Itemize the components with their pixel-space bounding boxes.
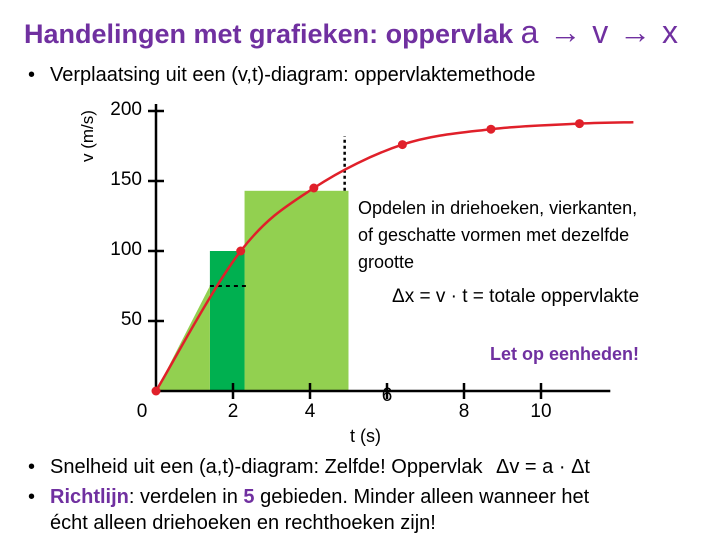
bullet-vt-text: Verplaatsing uit een (v,t)-diagram: oppe… (50, 64, 536, 86)
x-tick-label: 10 (530, 401, 552, 422)
data-point (397, 140, 407, 150)
title-text: Handelingen met grafieken: oppervlak (24, 19, 514, 49)
x-tick-label: 0 (136, 401, 148, 422)
area-formula: Δx = v · t = totale oppervlakte (392, 286, 640, 307)
x-tick-label: 6 (381, 385, 393, 406)
bullet-icon: • (28, 64, 36, 86)
x-axis-label: t (s) (350, 426, 381, 446)
units-warning: Let op eenheden! (490, 344, 640, 364)
data-point (236, 246, 246, 256)
y-tick-label: 200 (110, 99, 142, 120)
y-tick-label: 150 (110, 169, 142, 190)
bullet-at-text: Snelheid uit een (a,t)-diagram: Zelfde! … (50, 456, 483, 478)
data-point (309, 183, 319, 193)
bullet-at-formula: Δv = a · Δt (496, 456, 590, 478)
annotation-line: grootte (358, 252, 415, 272)
y-tick-label: 50 (120, 309, 142, 330)
annotation-text: Opdelen in driehoeken, vierkanten, of ge… (358, 195, 637, 276)
bullet-icon: • (28, 456, 36, 478)
x-tick-label: 8 (458, 401, 470, 422)
data-point (575, 119, 584, 129)
area-rect-dark (209, 251, 245, 391)
annotation-line: Opdelen in driehoeken, vierkanten, (358, 198, 638, 218)
axes (148, 104, 611, 399)
area-triangle (156, 286, 210, 391)
bullet-vt: • Verplaatsing uit een (v,t)-diagram: opp… (28, 64, 535, 87)
area-regions (156, 136, 349, 391)
curve-marks (151, 119, 634, 396)
title-chain: a → v → x (520, 14, 679, 50)
bullet-guideline: • Richtlijn: verdelen in 5 gebieden. Mind… (28, 486, 589, 509)
velocity-curve (154, 120, 634, 392)
annotation-line: of geschatte vormen met dezelfde (358, 225, 630, 245)
guideline-rest: gebieden. Minder alleen wanneer het (254, 486, 590, 508)
slide-title: Handelingen met grafieken: oppervlak a →… (24, 14, 679, 51)
y-tick-label: 100 (110, 239, 142, 260)
bullet-at: • Snelheid uit een (a,t)-diagram: Zelfde!… (28, 456, 590, 479)
guideline-line2: écht alleen driehoeken en rechthoeken zi… (50, 512, 436, 534)
x-tick-label: 2 (227, 401, 239, 422)
data-point (486, 124, 496, 134)
x-tick-label: 4 (304, 401, 316, 422)
bullet-icon: • (28, 486, 36, 508)
guideline-label: Richtlijn (50, 486, 129, 508)
area-rect-light (244, 190, 349, 391)
data-point (151, 386, 161, 396)
guideline-mid: : verdelen in (128, 486, 244, 508)
guideline-number: 5 (243, 486, 255, 508)
